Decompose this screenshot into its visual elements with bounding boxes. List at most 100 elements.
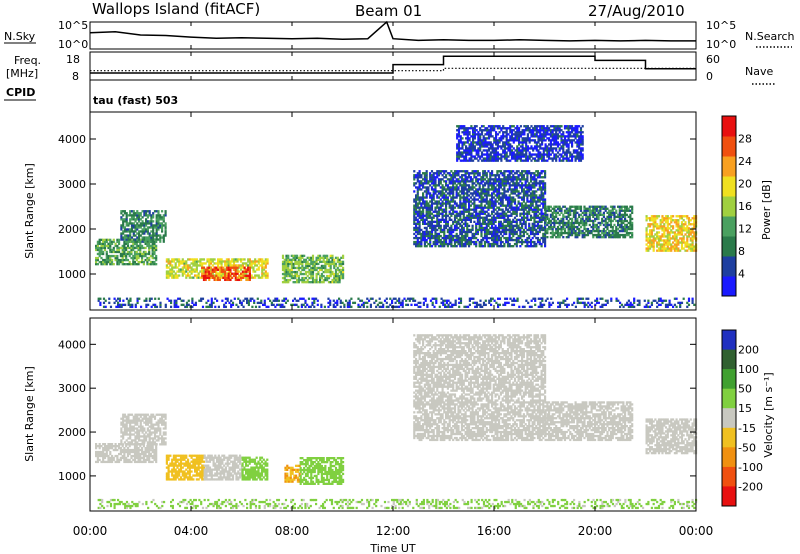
heatmap-cell xyxy=(468,184,471,187)
heatmap-cell xyxy=(542,147,545,150)
heatmap-cell xyxy=(477,133,480,136)
heatmap-cell xyxy=(533,220,536,224)
heatmap-cell xyxy=(563,137,567,140)
heatmap-cell xyxy=(310,260,313,264)
heatmap-cell xyxy=(615,227,618,231)
heatmap-cell xyxy=(429,224,432,228)
heatmap-cell xyxy=(165,264,168,267)
heatmap-cell xyxy=(475,210,478,213)
heatmap-cell xyxy=(518,139,521,142)
heatmap-cell xyxy=(338,260,341,264)
heatmap-cell xyxy=(145,238,148,241)
heatmap-cell xyxy=(283,264,286,268)
heatmap-cell xyxy=(436,228,439,232)
heatmap-cell xyxy=(512,198,515,201)
heatmap-cell xyxy=(432,228,435,232)
heatmap-cell xyxy=(125,248,128,252)
heatmap-cell xyxy=(508,186,511,189)
heatmap-cell xyxy=(544,236,547,240)
heatmap-cell xyxy=(112,240,115,244)
heatmap-cell xyxy=(592,215,595,219)
heatmap-cell xyxy=(581,137,584,140)
heatmap-cell xyxy=(432,194,435,197)
heatmap-cell xyxy=(248,258,251,261)
heatmap-cell xyxy=(459,139,462,142)
heatmap-cell xyxy=(499,196,502,199)
heatmap-cell xyxy=(567,157,570,160)
heatmap-cell xyxy=(455,204,458,207)
heatmap-cell xyxy=(296,266,299,270)
heatmap-cell xyxy=(492,238,495,242)
heatmap-cell xyxy=(526,186,529,189)
heatmap-cell xyxy=(423,245,426,248)
heatmap-cell xyxy=(574,209,577,212)
heatmap-cell xyxy=(562,225,565,229)
heatmap-cell xyxy=(136,212,139,215)
heatmap-cell xyxy=(327,264,331,268)
heatmap-cell xyxy=(452,228,455,232)
heatmap-cell xyxy=(413,236,416,240)
heatmap-cell xyxy=(445,238,448,242)
heatmap-cell xyxy=(516,135,519,138)
heatmap-cell xyxy=(422,216,425,219)
heatmap-cell xyxy=(541,137,544,140)
heatmap-cell xyxy=(555,149,558,152)
heatmap-cell xyxy=(164,224,167,227)
heatmap-cell xyxy=(546,215,549,219)
heatmap-cell xyxy=(445,220,448,224)
heatmap-cell xyxy=(468,188,471,191)
heatmap-cell xyxy=(500,135,503,138)
heatmap-cell xyxy=(100,242,103,246)
heatmap-cell xyxy=(526,137,529,140)
heatmap-cell xyxy=(567,213,570,217)
heatmap-cell xyxy=(148,220,151,223)
heatmap-cell xyxy=(465,157,468,160)
heatmap-cell xyxy=(133,250,137,254)
heatmap-cell xyxy=(450,196,453,199)
heatmap-cell xyxy=(103,240,107,244)
heatmap-cell xyxy=(505,127,508,130)
heatmap-cell xyxy=(466,196,469,199)
heatmap-cell xyxy=(448,172,451,175)
heatmap-cell xyxy=(496,216,499,219)
heatmap-cell xyxy=(540,196,543,199)
heatmap-cell xyxy=(141,216,144,219)
heatmap-cell xyxy=(119,246,122,250)
heatmap-cell xyxy=(521,234,524,238)
heatmap-cell xyxy=(413,242,416,246)
heatmap-cell xyxy=(423,230,426,234)
heatmap-cell xyxy=(192,264,195,267)
heatmap-cell xyxy=(517,236,520,240)
heatmap-cell xyxy=(517,226,520,230)
heatmap-cell xyxy=(629,217,632,221)
heatmap-cell xyxy=(446,178,449,181)
heatmap-cell xyxy=(540,190,543,193)
heatmap-cell xyxy=(420,202,423,205)
heatmap-cell xyxy=(510,180,513,183)
heatmap-cell xyxy=(445,182,448,185)
heatmap-cell xyxy=(618,205,621,208)
heatmap-cell xyxy=(441,188,444,191)
heatmap-cell xyxy=(562,157,565,160)
heatmap-cell xyxy=(132,216,135,219)
heatmap-cell xyxy=(494,200,497,203)
heatmap-cell xyxy=(489,174,492,177)
heatmap-cell xyxy=(524,216,527,219)
heatmap-cell xyxy=(181,272,184,275)
heatmap-cell xyxy=(578,205,581,208)
heatmap-cell xyxy=(483,172,487,175)
heatmap-cell xyxy=(121,248,124,252)
heatmap-cell xyxy=(548,129,551,132)
heatmap-cell xyxy=(521,159,524,162)
heatmap-cell xyxy=(100,252,103,256)
heatmap-cell xyxy=(522,208,525,211)
heatmap-cell xyxy=(544,170,547,173)
heatmap-cell xyxy=(492,202,495,205)
heatmap-cell xyxy=(427,212,430,215)
heatmap-cell xyxy=(606,233,609,237)
heatmap-cell xyxy=(299,254,302,258)
station-title: Wallops Island (fitACF) xyxy=(92,0,260,18)
heatmap-cell xyxy=(155,238,158,241)
heatmap-cell xyxy=(443,192,446,195)
heatmap-cell xyxy=(134,238,137,241)
